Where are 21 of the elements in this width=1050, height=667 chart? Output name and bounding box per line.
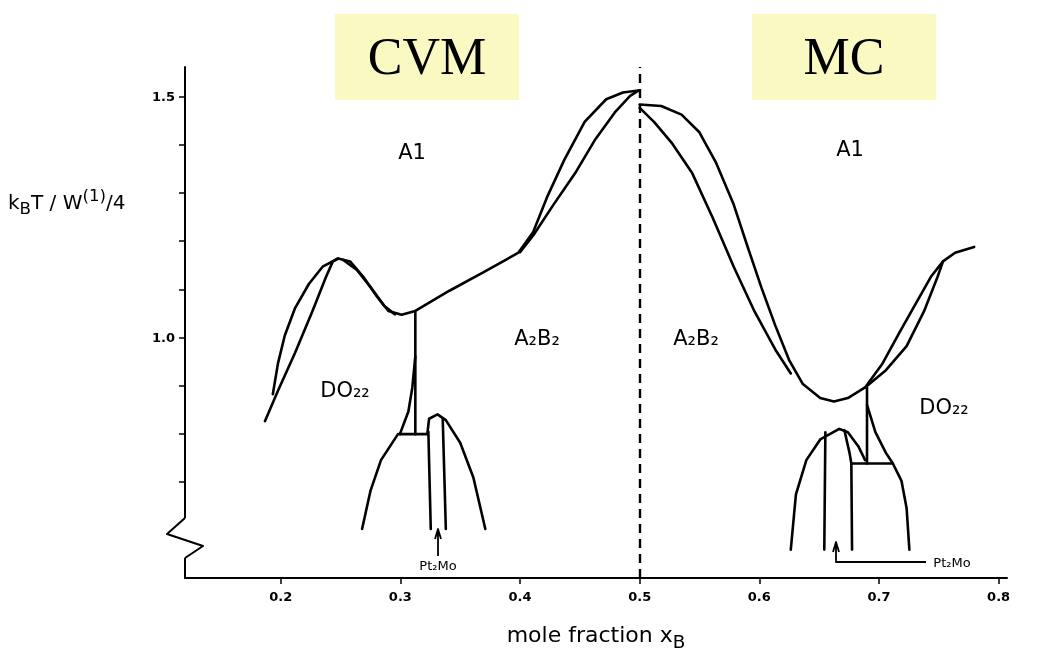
y-axis-title: k$_{B}$T / W$^{(1)}$/4 [8,186,126,218]
x-axis-title: mole fraction x$_{B}$ [506,622,686,652]
x-tick-label: 0.7 [867,589,891,604]
annotation: DO₂₂ [919,395,969,419]
x-tick-label: 0.6 [747,589,771,604]
annotation: A₂B₂ [514,326,560,350]
annotation: Pt₂Mo [933,554,971,570]
annotation: A₂B₂ [673,326,719,350]
x-tick-label: 0.4 [508,589,532,604]
annotation: A1 [836,137,864,161]
y-tick-label: 1.0 [151,329,175,345]
annotation: Pt₂Mo [419,557,457,573]
x-tick-label: 0.2 [269,589,293,604]
x-tick-label: 0.3 [388,589,412,604]
annotation: A1 [398,140,426,164]
annotation: DO₂₂ [320,378,370,402]
x-tick-label: 0.5 [628,589,652,604]
x-tick-label: 0.8 [987,589,1011,604]
annotation: CVM [335,14,519,100]
y-tick-label: 1.5 [151,89,175,105]
annotation: MC [752,14,936,100]
